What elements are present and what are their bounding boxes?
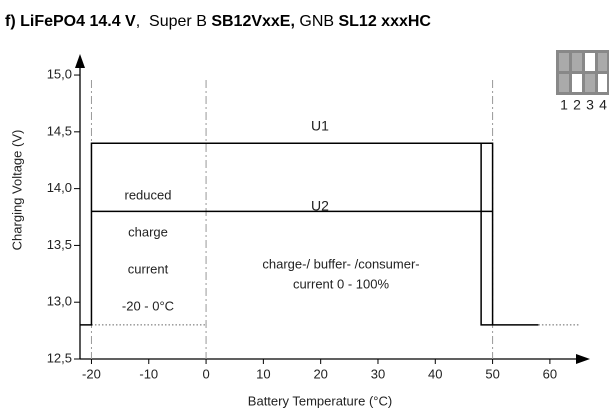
y-axis-label: Charging Voltage (V) [9,130,24,251]
switch [559,53,569,71]
x-tick-label: -20 [82,366,101,381]
switch-label: 4 [599,97,607,113]
switch [559,74,569,92]
switch [598,53,607,71]
annotation: reduced [125,187,172,202]
title-part: , Super B [136,13,212,30]
annotation: -20 - 0°C [122,298,174,313]
series-label: U1 [311,118,329,134]
title-part: GNB [295,13,339,30]
x-axis-label: Battery Temperature (°C) [248,393,392,408]
line [480,143,539,326]
switch-label: 3 [586,97,594,113]
switch [572,74,582,92]
y-tick-label: 14,5 [47,123,72,138]
switch [585,74,595,92]
x-tick-label: 30 [371,366,385,381]
switch [598,74,607,92]
series-label: U2 [311,198,329,214]
annotation: charge [128,224,168,239]
x-tick-label: 20 [313,366,327,381]
annotation: current 0 - 100% [293,276,390,291]
chart-title: f) LiFePO4 14.4 V, Super B SB12VxxE, GNB… [5,13,431,30]
y-tick-label: 12,5 [47,350,72,365]
annotation: charge-/ buffer- /consumer- [262,256,419,271]
x-tick-label: 40 [428,366,442,381]
x-tick-label: 0 [202,366,209,381]
switch [572,53,582,71]
line [80,142,494,326]
x-tick-label: 60 [543,366,557,381]
title-part: SL12 xxxHC [338,13,431,30]
annotation: current [128,261,169,276]
title-part: SB12VxxE, [211,13,295,30]
y-tick-label: 14,0 [47,180,72,195]
y-axis-arrow [75,54,85,68]
y-tick-label: 13,5 [47,237,72,252]
switch [585,53,595,71]
dip-switch-icon [556,50,609,95]
switch-label: 2 [573,97,581,113]
y-tick-label: 13,0 [47,294,72,309]
x-tick-label: 10 [256,366,270,381]
x-tick-label: 50 [485,366,499,381]
x-axis-arrow [576,354,590,364]
title-part: f) [5,13,16,30]
switch-label: 1 [560,97,568,113]
x-tick-label: -10 [139,366,158,381]
y-tick-label: 15,0 [47,66,72,81]
title-part: LiFePO4 14.4 V [16,13,136,30]
